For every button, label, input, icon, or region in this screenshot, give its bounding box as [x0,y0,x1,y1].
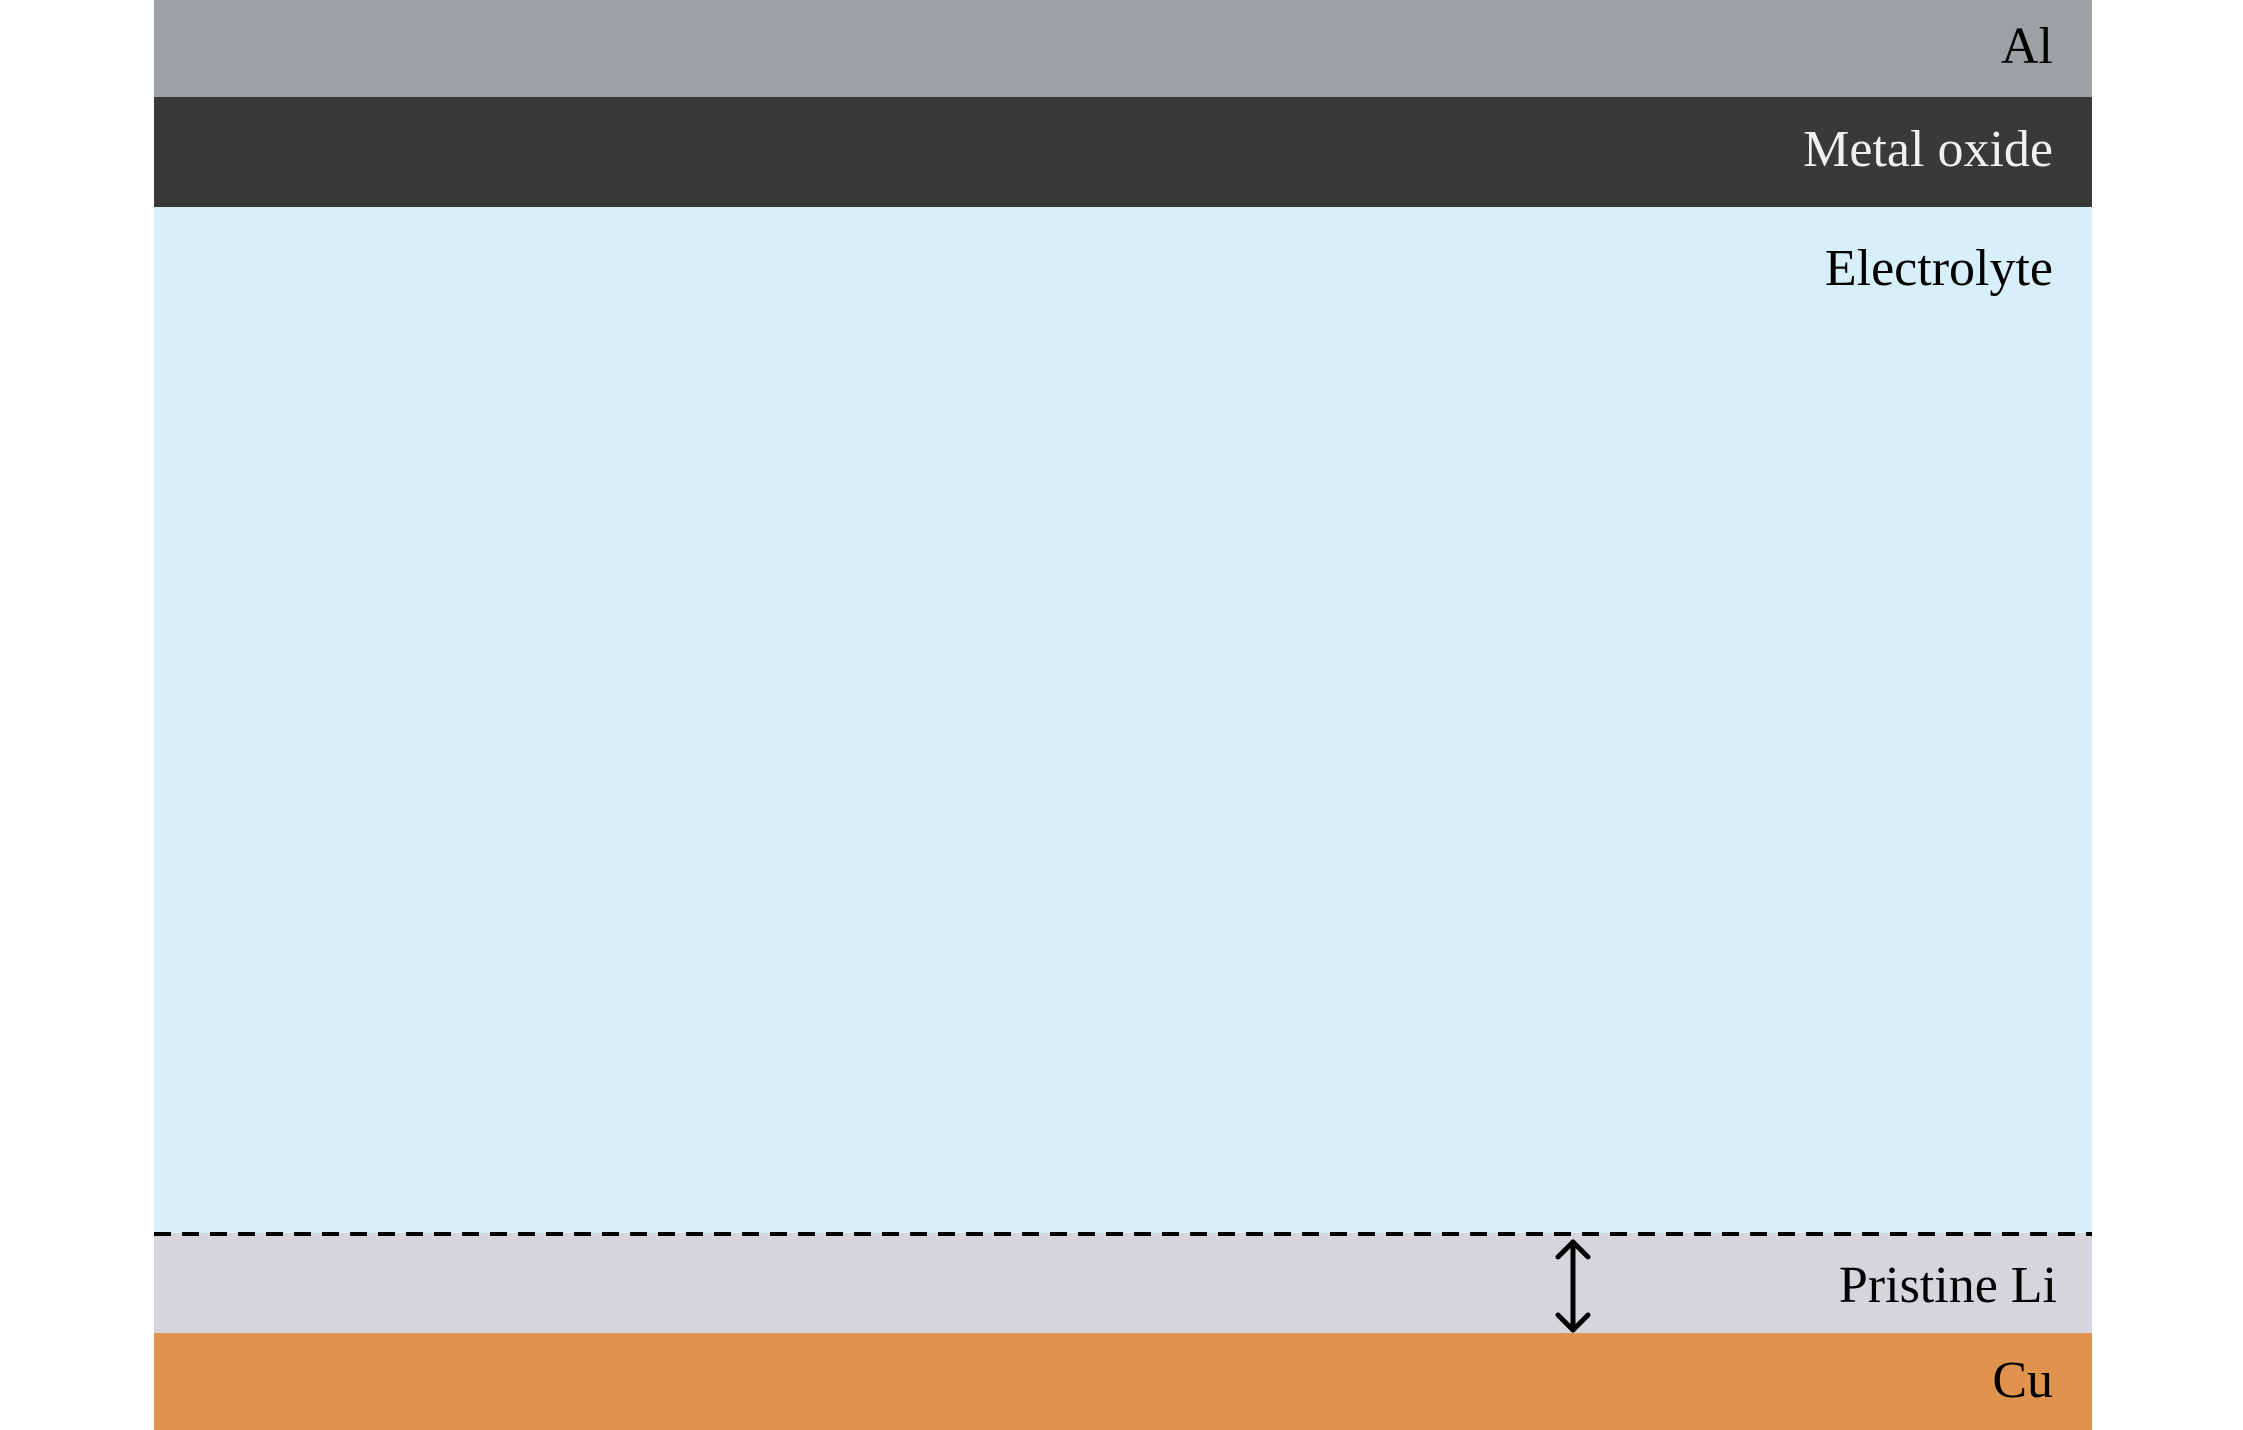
pristine-li-layer [154,1233,2092,1333]
cu-layer [154,1333,2092,1430]
metal-oxide-layer [154,97,2092,207]
layer-label: Al [2001,18,2053,75]
al-layer [154,0,2092,97]
thickness-arrow [1555,1239,1591,1333]
layer-label: Cu [1992,1352,2053,1409]
layer-label: Metal oxide [1803,121,2053,178]
layer-label: Electrolyte [1825,240,2053,297]
electrolyte-layer [154,207,2092,1233]
layer-label: Pristine Li [1839,1257,2057,1314]
